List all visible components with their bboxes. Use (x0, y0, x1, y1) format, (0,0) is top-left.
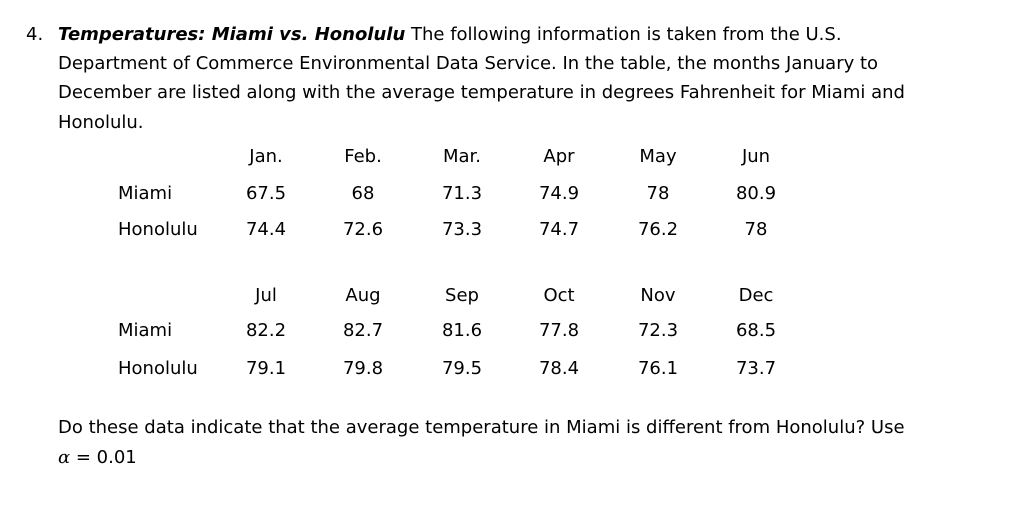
month-header: Nov (640, 285, 676, 306)
month-header: Apr (543, 146, 575, 167)
temperature-cell: 76.1 (637, 358, 679, 379)
temperature-cell: 74.9 (538, 183, 580, 204)
temperature-cell: 79.8 (342, 358, 384, 379)
temperature-cell: 74.7 (538, 219, 580, 240)
alpha-value: = 0.01 (70, 447, 137, 468)
alpha-line: α = 0.01 (58, 447, 137, 469)
row-label: Miami (118, 183, 173, 204)
temperature-cell: 79.5 (441, 358, 483, 379)
month-header: Dec (738, 285, 774, 306)
problem-title: Temperatures: Miami vs. Honolulu (58, 24, 406, 45)
intro-text: The following information is taken from … (405, 24, 842, 45)
temperature-cell: 78 (744, 219, 768, 240)
intro-line-3: December are listed along with the avera… (58, 82, 905, 103)
temperature-cell: 76.2 (637, 219, 679, 240)
temperature-cell: 71.3 (441, 183, 483, 204)
month-header: Oct (543, 285, 575, 306)
temperature-cell: 72.3 (637, 320, 679, 341)
temperature-cell: 73.7 (735, 358, 777, 379)
alpha-symbol: α (58, 447, 71, 468)
problem-number: 4. (26, 24, 44, 45)
row-label: Miami (118, 320, 173, 341)
temperature-cell: 80.9 (735, 183, 777, 204)
temperature-cell: 81.6 (441, 320, 483, 341)
month-header: Jul (255, 285, 277, 306)
temperature-cell: 68 (351, 183, 375, 204)
temperature-cell: 79.1 (245, 358, 287, 379)
temperature-cell: 78 (646, 183, 670, 204)
temperature-cell: 73.3 (441, 219, 483, 240)
temperature-cell: 77.8 (538, 320, 580, 341)
intro-line-2: Department of Commerce Environmental Dat… (58, 53, 879, 74)
question-line: Do these data indicate that the average … (58, 417, 905, 438)
temperature-cell: 74.4 (245, 219, 287, 240)
row-label: Honolulu (118, 358, 198, 379)
temperature-cell: 82.7 (342, 320, 384, 341)
month-header: May (639, 146, 677, 167)
month-header: Feb. (344, 146, 382, 167)
month-header: Sep (445, 285, 479, 306)
month-header: Aug (345, 285, 381, 306)
month-header: Jan. (249, 146, 283, 167)
month-header: Mar. (442, 146, 482, 167)
intro-line-1: Temperatures: Miami vs. Honolulu The fol… (58, 24, 842, 46)
temperature-cell: 68.5 (735, 320, 777, 341)
temperature-cell: 82.2 (245, 320, 287, 341)
temperature-cell: 72.6 (342, 219, 384, 240)
temperature-cell: 67.5 (245, 183, 287, 204)
temperature-cell: 78.4 (538, 358, 580, 379)
month-header: Jun (741, 146, 771, 167)
row-label: Honolulu (118, 219, 198, 240)
intro-line-4: Honolulu. (58, 112, 144, 133)
